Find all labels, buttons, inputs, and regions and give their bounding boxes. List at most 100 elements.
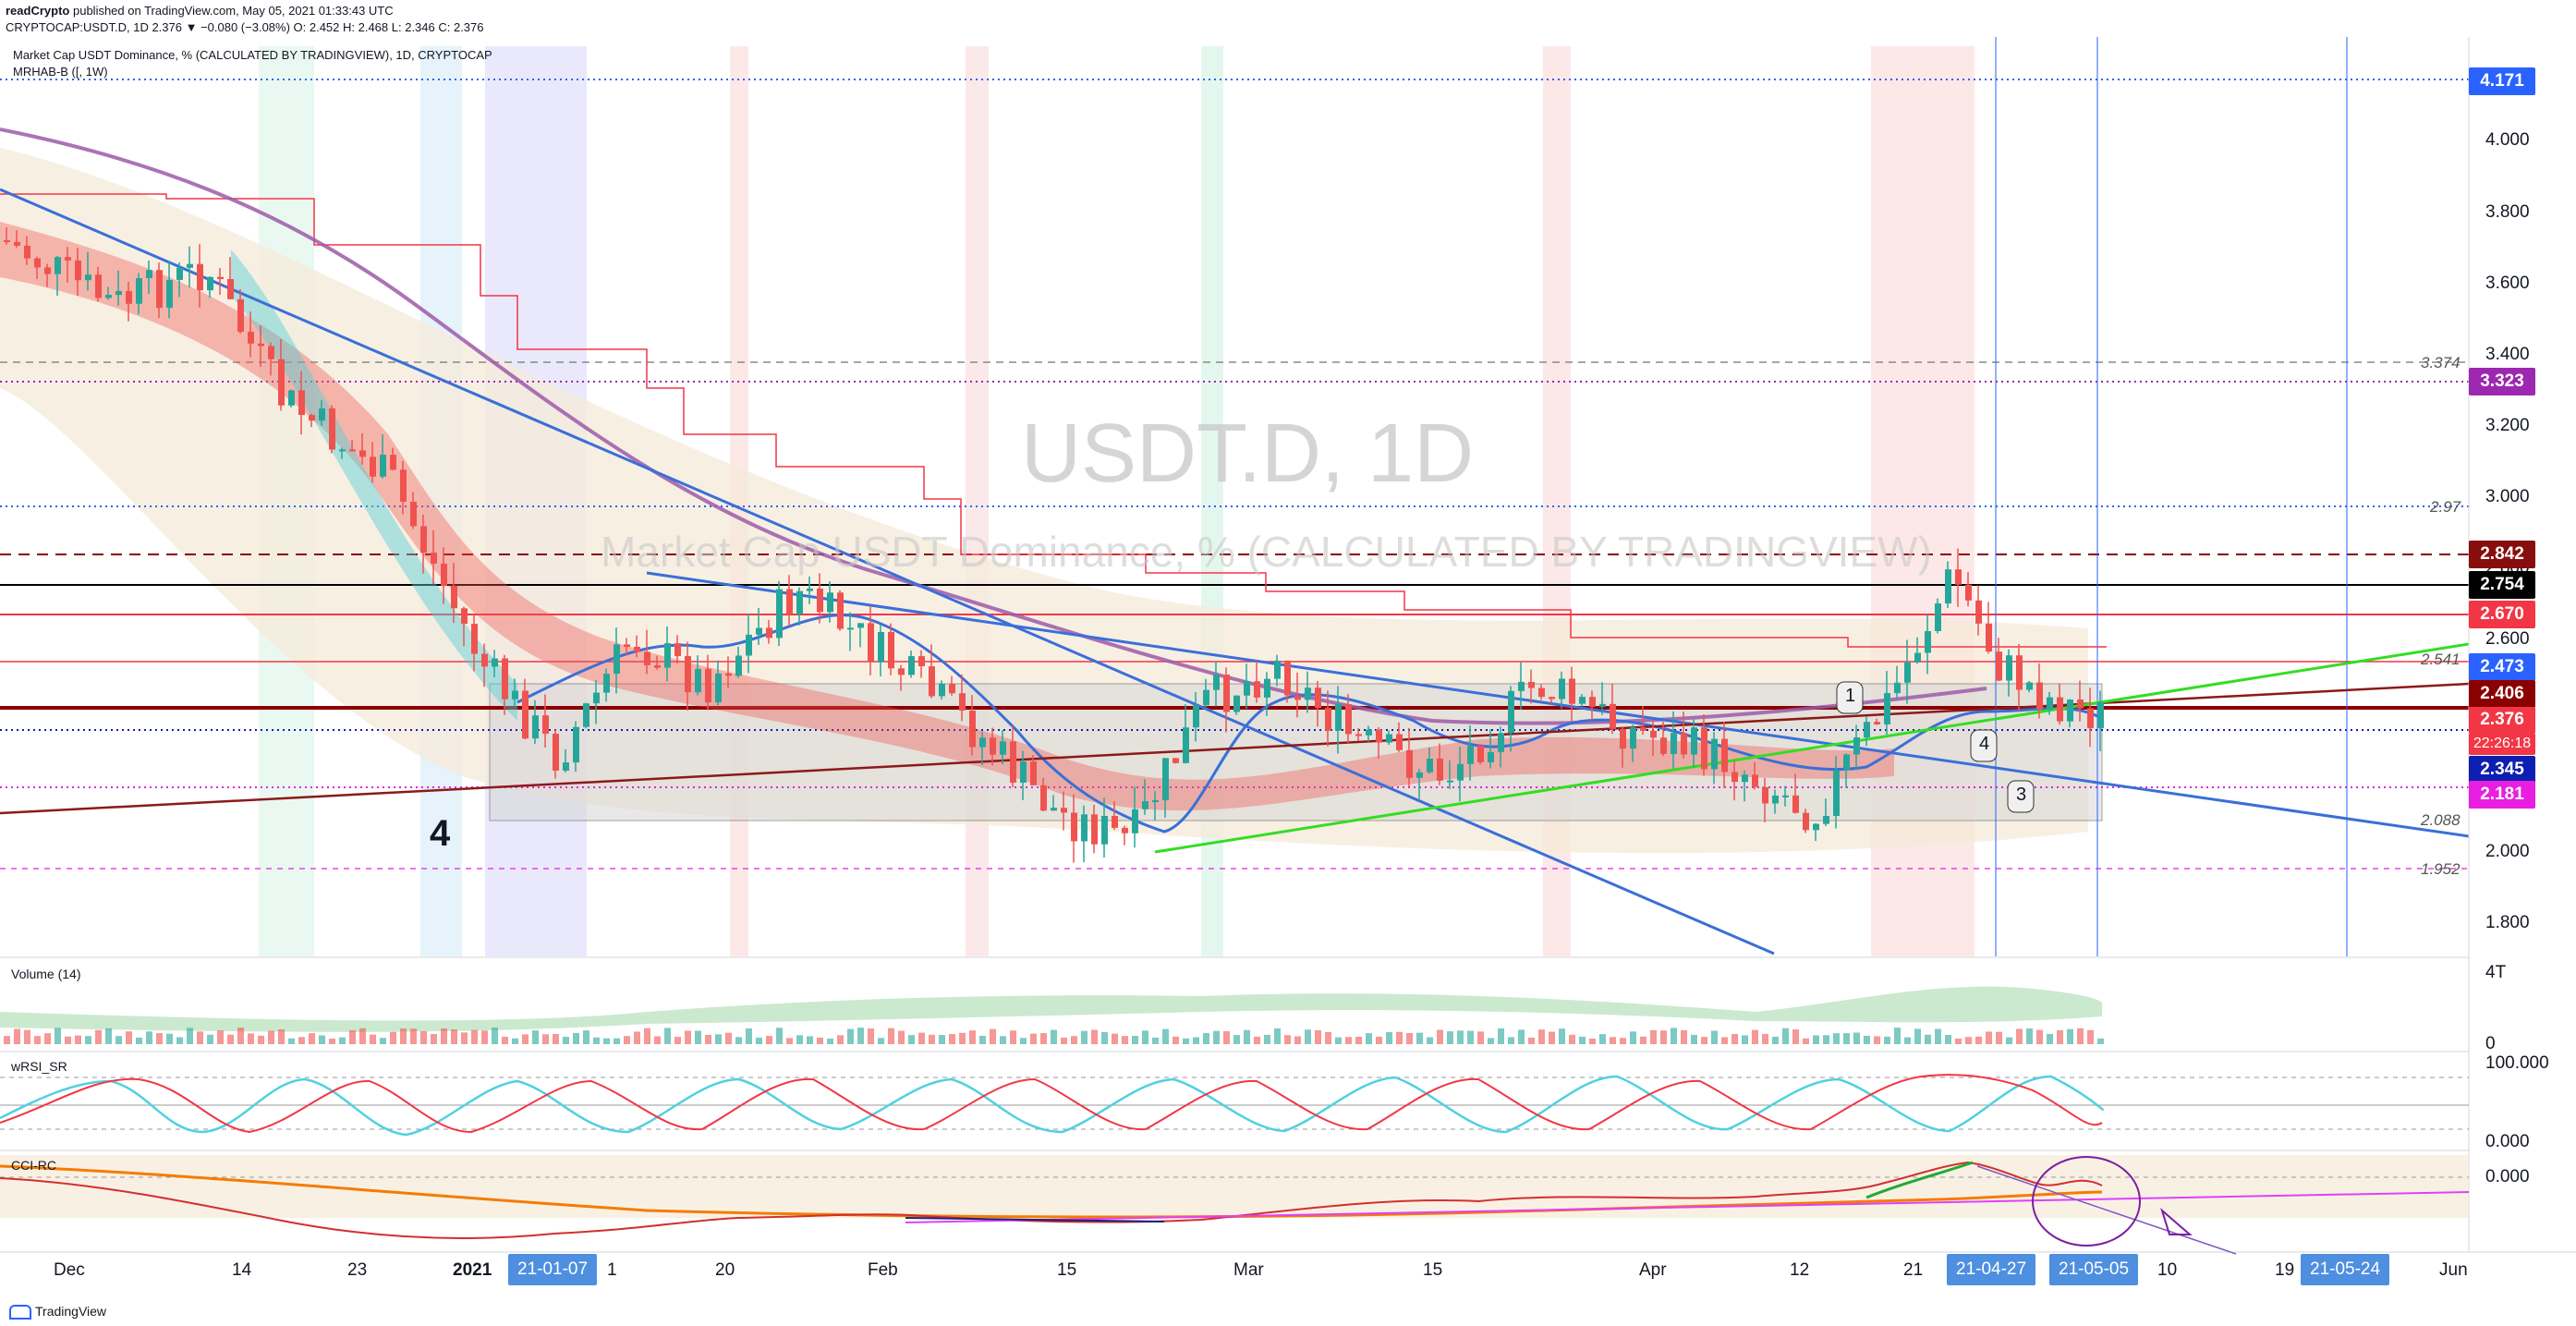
candle-body — [979, 737, 986, 748]
volume-bar — [1386, 1031, 1392, 1044]
candle-body — [278, 359, 285, 406]
volume-bar — [654, 1036, 661, 1044]
candle-body — [715, 673, 722, 703]
volume-bar — [115, 1036, 122, 1044]
watermark-description: Market Cap USDT Dominance, % (CALCULATED… — [601, 528, 1932, 576]
volume-bar — [420, 1030, 427, 1044]
candle-body — [1864, 722, 1870, 738]
candle-body — [2077, 699, 2084, 709]
candle-body — [410, 501, 417, 527]
candle-body — [1173, 758, 1179, 763]
time-label: 12 — [1790, 1260, 1810, 1280]
volume-bar — [1203, 1033, 1209, 1044]
level-label: 1.952 — [2421, 860, 2461, 878]
candle-body — [115, 290, 122, 296]
tradingview-brand[interactable]: TradingView — [9, 1304, 106, 1320]
candle-body — [400, 469, 407, 502]
candle-body — [1376, 729, 1382, 743]
candle-body — [563, 762, 569, 772]
volume-bar — [847, 1028, 854, 1044]
candle-body — [319, 408, 325, 421]
volume-bar — [1996, 1031, 2002, 1044]
volume-bar — [248, 1033, 254, 1044]
volume-bar — [1935, 1028, 1941, 1044]
candle-body — [827, 592, 833, 613]
volume-bar — [1904, 1037, 1911, 1044]
volume-bar — [1284, 1035, 1291, 1044]
volume-bar — [1447, 1031, 1453, 1044]
volume-bar — [1701, 1037, 1707, 1044]
candle-body — [44, 267, 51, 274]
volume-bar — [400, 1028, 407, 1044]
volume-bar — [2026, 1028, 2033, 1044]
candle-body — [217, 276, 224, 280]
tradingview-brand-text: TradingView — [35, 1304, 107, 1319]
volume-bar — [207, 1034, 213, 1044]
candle-body — [1711, 738, 1718, 770]
candle-body — [237, 298, 244, 333]
time-label: 2021 — [453, 1260, 492, 1280]
candle-body — [735, 655, 742, 676]
candle-body — [1152, 800, 1159, 803]
candle-body — [1853, 737, 1860, 755]
volume-bar — [14, 1028, 20, 1044]
volume-bar — [1264, 1034, 1270, 1044]
candle-body — [1813, 823, 1819, 831]
candle-body — [1101, 816, 1108, 845]
volume-bar — [1000, 1036, 1006, 1044]
volume-bar — [217, 1030, 224, 1044]
candle-body — [390, 455, 396, 470]
volume-bar — [1833, 1033, 1840, 1044]
candle-body — [1874, 722, 1880, 724]
price-tag-3323: 3.323 — [2469, 368, 2535, 395]
candle-body — [857, 623, 864, 628]
candle-body — [1477, 745, 1484, 762]
volume-bar — [1122, 1036, 1128, 1044]
cci-label[interactable]: CCI-RC — [11, 1158, 56, 1173]
candle-body — [959, 693, 966, 712]
candle-body — [1467, 745, 1474, 764]
publisher-name[interactable]: readCrypto — [6, 4, 70, 18]
volume-bar — [1864, 1035, 1870, 1044]
volume-bar — [1691, 1034, 1697, 1044]
volume-bar — [471, 1029, 478, 1044]
candle-body — [1518, 681, 1525, 691]
price-tag-2670: 2.670 — [2469, 601, 2535, 628]
candle-body — [481, 653, 488, 667]
candle-body — [1345, 704, 1352, 735]
volume-bars — [4, 1028, 2104, 1044]
date-tag-may05: 21-05-05 — [2049, 1254, 2139, 1285]
volume-bar — [807, 1036, 813, 1044]
candle-body — [1396, 734, 1403, 750]
date-tag-may24: 21-05-24 — [2301, 1254, 2390, 1285]
candle-body — [1732, 772, 1738, 783]
volume-bar — [1721, 1037, 1728, 1044]
volume-bar — [878, 1038, 884, 1044]
candle-body — [837, 592, 844, 629]
volume-label[interactable]: Volume (14) — [11, 967, 81, 981]
level-label: 2.088 — [2421, 811, 2461, 829]
volume-bar — [1101, 1031, 1108, 1044]
volume-bar — [1528, 1037, 1535, 1044]
candle-body — [1335, 704, 1342, 731]
volume-bar — [796, 1035, 803, 1044]
wrsi-label[interactable]: wRSI_SR — [11, 1059, 67, 1074]
volume-bar — [380, 1038, 386, 1044]
wrsi-red-line — [0, 1074, 2103, 1134]
series-title[interactable]: Market Cap USDT Dominance, % (CALCULATED… — [13, 48, 492, 62]
volume-bar — [278, 1029, 285, 1044]
volume-bar — [1223, 1031, 1230, 1044]
volume-bar — [441, 1028, 447, 1044]
volume-bar — [319, 1035, 325, 1044]
volume-bar — [2016, 1028, 2023, 1044]
candle-body — [1193, 705, 1199, 728]
volume-bar — [187, 1028, 193, 1044]
volume-bar — [1091, 1029, 1098, 1044]
candle-body — [441, 563, 447, 586]
volume-bar — [1051, 1029, 1057, 1044]
indicator-line[interactable]: MRHAB-B ([, 1W) — [13, 65, 108, 79]
cloud-band — [0, 148, 2088, 854]
candle-body — [1782, 795, 1789, 797]
candle-body — [1122, 827, 1128, 833]
